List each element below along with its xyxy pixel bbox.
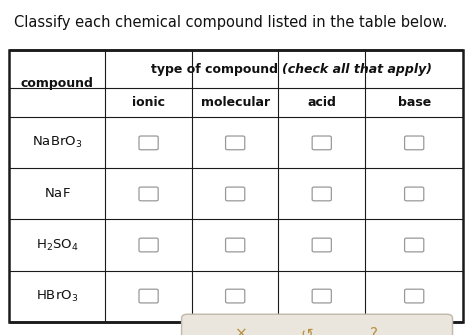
Text: compound: compound: [21, 77, 94, 90]
Text: $\mathrm{H_2SO_4}$: $\mathrm{H_2SO_4}$: [36, 238, 79, 253]
FancyBboxPatch shape: [182, 314, 453, 335]
Text: Classify each chemical compound listed in the table below.: Classify each chemical compound listed i…: [14, 15, 447, 30]
FancyBboxPatch shape: [312, 136, 331, 150]
Text: $\mathrm{NaBrO_3}$: $\mathrm{NaBrO_3}$: [32, 135, 82, 150]
Text: $\mathrm{NaF}$: $\mathrm{NaF}$: [44, 188, 71, 200]
Text: ↺: ↺: [300, 327, 313, 335]
FancyBboxPatch shape: [405, 136, 424, 150]
Text: acid: acid: [307, 96, 336, 109]
Text: ×: ×: [234, 327, 248, 335]
Text: (check all that apply): (check all that apply): [282, 63, 432, 76]
FancyBboxPatch shape: [139, 238, 158, 252]
FancyBboxPatch shape: [139, 187, 158, 201]
FancyBboxPatch shape: [226, 187, 245, 201]
FancyBboxPatch shape: [312, 238, 331, 252]
FancyBboxPatch shape: [405, 289, 424, 303]
Bar: [9, 50, 463, 322]
FancyBboxPatch shape: [139, 136, 158, 150]
Text: base: base: [397, 96, 431, 109]
Text: molecular: molecular: [201, 96, 270, 109]
FancyBboxPatch shape: [226, 289, 245, 303]
Text: $\mathrm{HBrO_3}$: $\mathrm{HBrO_3}$: [36, 288, 79, 304]
FancyBboxPatch shape: [226, 136, 245, 150]
Text: ?: ?: [370, 327, 379, 335]
FancyBboxPatch shape: [312, 187, 331, 201]
Text: type of compound: type of compound: [151, 63, 282, 76]
FancyBboxPatch shape: [139, 289, 158, 303]
FancyBboxPatch shape: [226, 238, 245, 252]
FancyBboxPatch shape: [405, 238, 424, 252]
Text: ionic: ionic: [132, 96, 165, 109]
FancyBboxPatch shape: [405, 187, 424, 201]
FancyBboxPatch shape: [312, 289, 331, 303]
